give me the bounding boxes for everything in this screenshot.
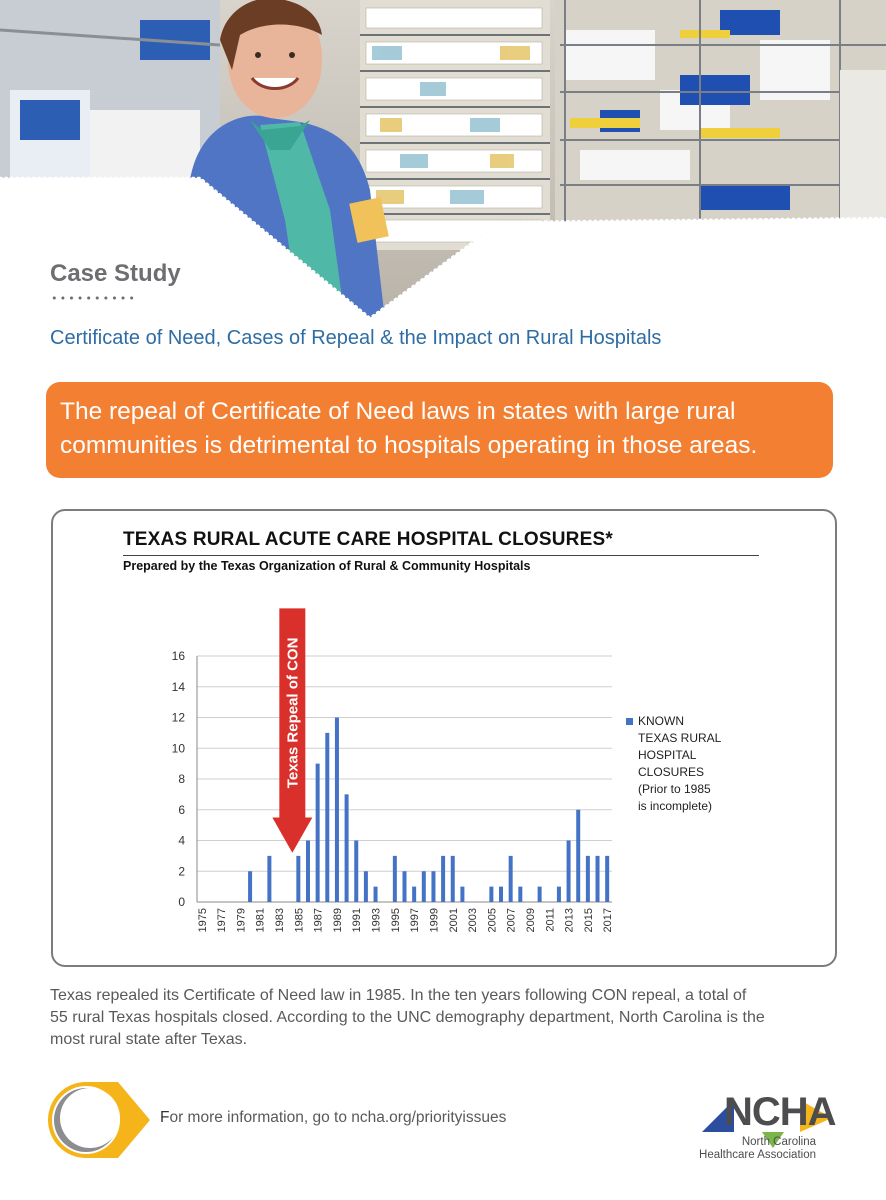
x-tick-label: 2001	[448, 908, 460, 932]
y-tick-label: 12	[172, 711, 186, 725]
body-line-3: most rural state after Texas.	[50, 1031, 248, 1048]
x-tick-label: 1981	[255, 908, 267, 932]
bar-1996	[402, 871, 407, 902]
bar-1993	[373, 886, 378, 902]
bar-2013	[566, 840, 571, 902]
body-line-2: 55 rural Texas hospitals closed. Accordi…	[50, 1009, 765, 1026]
bar-1988	[325, 732, 330, 902]
x-tick-label: 2015	[583, 908, 595, 932]
x-tick-label: 2007	[506, 908, 518, 932]
chart-legend: KNOWN TEXAS RURAL HOSPITAL CLOSURES (Prior t…	[626, 713, 748, 815]
bar-1998	[421, 871, 426, 902]
y-tick-label: 16	[172, 649, 186, 663]
bar-2002	[460, 886, 465, 902]
bar-2010	[537, 886, 542, 902]
callout-banner: The repeal of Certificate of Need laws i…	[46, 382, 833, 478]
bar-2006	[499, 886, 504, 902]
bar-2016	[595, 855, 600, 902]
x-tick-label: 1989	[332, 908, 344, 932]
bar-1989	[334, 717, 339, 902]
legend-label: KNOWN TEXAS RURAL HOSPITAL CLOSURES (Prior t…	[638, 713, 748, 815]
x-tick-label: 1993	[371, 908, 383, 932]
y-tick-label: 4	[178, 834, 185, 848]
hero-photo	[0, 0, 886, 320]
bar-1997	[412, 886, 417, 902]
bar-2000	[441, 855, 446, 902]
callout-line-1: The repeal of Certificate of Need laws i…	[60, 398, 736, 425]
x-tick-label: 1987	[313, 908, 325, 932]
bar-1990	[344, 794, 349, 902]
bar-1995	[392, 855, 397, 902]
bar-2015	[585, 855, 590, 902]
bar-chart: 0 2 4 6 8 10 12 14 16 1975 1977 1979 1981 1983 1985 198…	[172, 608, 614, 932]
legend-line: CLOSURES	[638, 765, 705, 779]
chart-title: TEXAS RURAL ACUTE CARE HOSPITAL CLOSURES…	[123, 529, 613, 550]
section-divider-dots	[50, 296, 136, 300]
legend-line: KNOWN	[638, 714, 684, 728]
bar-1991	[354, 840, 359, 902]
ncha-logo-icon	[702, 1100, 832, 1148]
bar-1985	[296, 855, 301, 902]
repeal-arrow-label: Texas Repeal of CON	[284, 638, 301, 789]
x-tick-label: 1995	[390, 908, 402, 932]
legend-line: TEXAS RURAL	[638, 731, 722, 745]
chart-card: TEXAS RURAL ACUTE CARE HOSPITAL CLOSURES…	[51, 509, 837, 967]
y-tick-label: 6	[178, 803, 185, 817]
bar-2008	[518, 886, 523, 902]
bar-1982	[267, 855, 272, 902]
body-line-1: Texas repealed its Certificate of Need l…	[50, 987, 747, 1004]
bar-1986	[305, 840, 310, 902]
footer-info-prefix: F	[160, 1109, 170, 1126]
page-title: Certificate of Need, Cases of Repeal & t…	[50, 327, 662, 349]
x-tick-label: 1985	[293, 908, 305, 932]
bar-2007	[508, 855, 513, 902]
chart-title-rule	[123, 555, 759, 556]
bar-1980	[248, 871, 253, 902]
legend-line: (Prior to 1985	[638, 782, 711, 796]
x-tick-label: 2013	[564, 908, 576, 932]
x-tick-label: 2017	[602, 908, 614, 932]
x-tick-label: 1975	[197, 908, 209, 932]
hero-photo-illustration	[0, 0, 886, 320]
section-label: Case Study	[50, 260, 181, 287]
bar-2014	[576, 809, 581, 902]
y-tick-label: 0	[178, 895, 185, 909]
legend-line: HOSPITAL	[638, 748, 697, 762]
y-tick-label: 14	[172, 680, 186, 694]
chart-subtitle: Prepared by the Texas Organization of Ru…	[123, 559, 531, 573]
arrow-circle-logo-icon	[48, 1082, 150, 1158]
bar-2001	[450, 855, 455, 902]
bar-2012	[556, 886, 561, 902]
footer-info-text: For more information, go to ncha.org/pri…	[160, 1109, 506, 1127]
ncha-sub-line-1: North Carolina	[741, 1136, 816, 1148]
ncha-logo-subtitle: North Carolina Healthcare Association	[676, 1136, 816, 1162]
repeal-arrow	[272, 608, 313, 853]
x-tick-label: 1991	[351, 908, 363, 932]
x-tick-label: 1999	[428, 908, 440, 932]
ncha-sub-line-2: Healthcare Association	[699, 1149, 816, 1161]
bar-1992	[363, 871, 368, 902]
y-tick-label: 10	[172, 741, 186, 755]
bar-2017	[605, 855, 610, 902]
x-tick-label: 1977	[216, 908, 228, 932]
x-tick-label: 1983	[274, 908, 286, 932]
ncha-logo-word: NCHA	[724, 1090, 837, 1134]
x-tick-label: 1979	[235, 908, 247, 932]
body-paragraph: Texas repealed its Certificate of Need l…	[50, 985, 850, 1051]
y-tick-label: 8	[178, 772, 185, 786]
bar-1999	[431, 871, 436, 902]
x-tick-label: 1997	[409, 908, 421, 932]
y-tick-label: 2	[178, 864, 185, 878]
x-tick-label: 2009	[525, 908, 537, 932]
bar-2005	[489, 886, 494, 902]
x-tick-label: 2005	[486, 908, 498, 932]
legend-line: is incomplete)	[638, 799, 713, 813]
x-tick-label: 2003	[467, 908, 479, 932]
bar-1987	[315, 763, 320, 902]
footer-info-body: or more information, go to ncha.org/prio…	[169, 1109, 507, 1126]
legend-swatch	[626, 718, 633, 725]
x-tick-label: 2011	[544, 908, 556, 932]
callout-line-2: communities is detrimental to hospitals …	[60, 432, 758, 459]
